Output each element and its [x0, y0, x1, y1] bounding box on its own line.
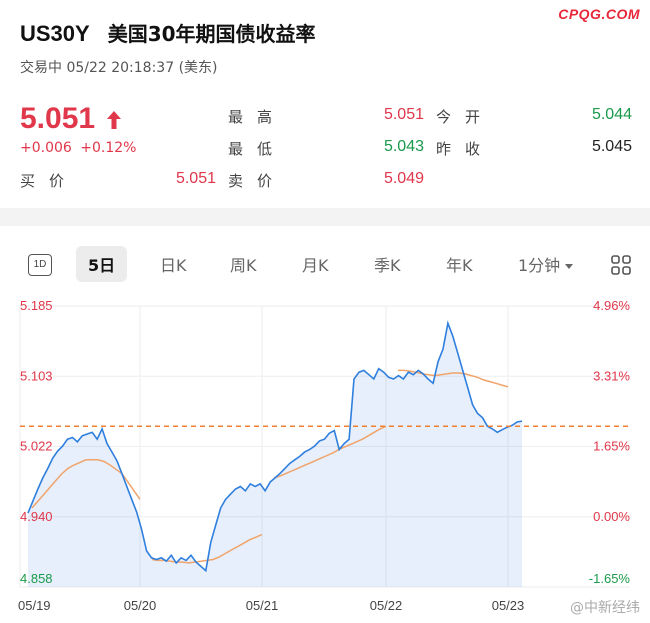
trading-status: 交易中 05/22 20:18:37 (美东) [20, 60, 218, 76]
high-label: 最高 [228, 108, 287, 126]
y-tick-left: 4.858 [20, 571, 53, 586]
ask-value: 5.049 [383, 170, 424, 187]
site-watermark: CPQG.COM [558, 6, 640, 22]
section-divider [0, 208, 650, 226]
open-label: 今开 [436, 108, 495, 126]
change-percent: +0.12% [80, 140, 137, 156]
bid-label: 买价 [20, 172, 79, 190]
y-tick-right: 1.65% [593, 439, 630, 454]
high-value: 5.051 [383, 106, 424, 123]
tab-quarterly[interactable]: 季K [374, 256, 401, 275]
yield-chart[interactable]: 5.185 5.103 5.022 4.940 4.858 4.96% 3.31% 1.65%… [0, 292, 650, 623]
tab-interval-dropdown[interactable]: 1分钟 [518, 252, 574, 276]
prev-close-label: 昨收 [436, 140, 495, 158]
y-tick-left: 4.940 [20, 509, 53, 524]
tab-daily[interactable]: 日K [160, 256, 187, 275]
source-watermark: @中新经纬 [570, 600, 640, 616]
bid-value: 5.051 [175, 170, 216, 187]
period-tabs: 1D 5日 日K 周K 月K 季K 年K 1分钟 [0, 244, 650, 288]
low-label: 最低 [228, 140, 287, 158]
low-value: 5.043 [383, 138, 424, 155]
y-tick-right: 4.96% [593, 298, 630, 313]
x-axis-ticks: 05/19 05/20 05/21 05/22 05/23 [18, 598, 524, 613]
chart-grid [19, 305, 630, 588]
x-tick: 05/21 [246, 598, 279, 613]
y-tick-left: 5.022 [20, 439, 53, 454]
y-tick-right: -1.65% [589, 571, 631, 586]
tab-monthly[interactable]: 月K [302, 256, 329, 275]
y-axis-ticks: 5.185 5.103 5.022 4.940 4.858 4.96% 3.31% 1.65%… [20, 298, 630, 586]
change-value: +0.006 [20, 140, 72, 156]
price-area [28, 323, 522, 587]
x-tick: 05/20 [124, 598, 157, 613]
ask-label: 卖价 [228, 172, 287, 190]
x-tick: 05/19 [18, 598, 51, 613]
x-tick: 05/23 [492, 598, 525, 613]
header: US30Y 美国30年期国债收益率 交易中 05/22 20:18:37 (美东… [20, 18, 630, 77]
caret-down-icon [565, 264, 574, 269]
ma-line-day-3 [273, 425, 387, 479]
y-tick-right: 0.00% [593, 509, 630, 524]
last-price: 5.051 [20, 102, 96, 135]
ticker-symbol: US30Y [20, 21, 90, 46]
y-tick-right: 3.31% [593, 368, 630, 383]
tab-yearly[interactable]: 年K [446, 256, 473, 275]
up-arrow-icon [107, 111, 121, 129]
interval-label: 1分钟 [518, 256, 561, 275]
quote-panel: 5.051 +0.006 +0.12% 最高 5.051 今开 5.044 最低… [20, 100, 632, 200]
tab-5day[interactable]: 5日 [76, 246, 128, 282]
x-tick: 05/22 [370, 598, 403, 613]
price-change: +0.006 +0.12% [20, 140, 136, 156]
instrument-name: 美国30年期国债收益率 [107, 22, 316, 46]
y-tick-left: 5.103 [20, 368, 53, 383]
price-line [27, 320, 523, 573]
open-value: 5.044 [591, 106, 632, 123]
grid-menu-icon[interactable] [610, 254, 632, 276]
y-tick-left: 5.185 [20, 298, 53, 313]
prev-close-value: 5.045 [591, 138, 632, 155]
intraday-icon[interactable]: 1D [28, 254, 52, 276]
tab-weekly[interactable]: 周K [230, 256, 257, 275]
